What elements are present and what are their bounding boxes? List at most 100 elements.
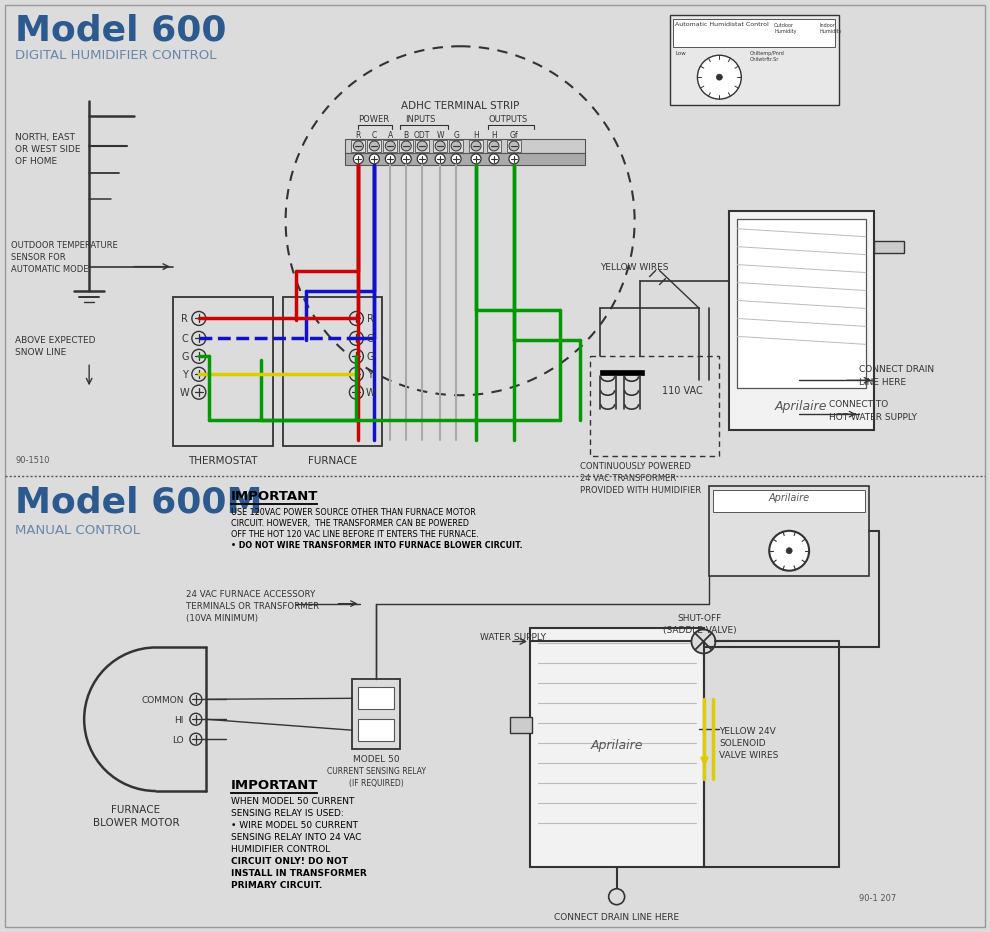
Circle shape <box>717 75 723 80</box>
Bar <box>600 370 644 376</box>
Circle shape <box>509 141 519 151</box>
Text: HI: HI <box>174 716 184 725</box>
Bar <box>399 140 413 152</box>
Text: Model 600: Model 600 <box>16 13 227 48</box>
Text: Aprilaire: Aprilaire <box>590 739 643 752</box>
Text: G: G <box>181 352 189 363</box>
Text: A: A <box>388 131 393 140</box>
Text: B: B <box>404 131 409 140</box>
Bar <box>358 720 394 741</box>
Text: CIRCUIT. HOWEVER,  THE TRANSFORMER CAN BE POWERED: CIRCUIT. HOWEVER, THE TRANSFORMER CAN BE… <box>231 519 468 528</box>
Circle shape <box>349 385 363 399</box>
Circle shape <box>436 141 446 151</box>
Text: C: C <box>367 335 374 345</box>
Bar <box>383 140 397 152</box>
Text: SENSING RELAY INTO 24 VAC: SENSING RELAY INTO 24 VAC <box>231 833 361 842</box>
Text: INPUTS: INPUTS <box>405 115 436 124</box>
Text: SENSOR FOR: SENSOR FOR <box>11 253 66 262</box>
Circle shape <box>385 141 395 151</box>
Text: ODT: ODT <box>414 131 431 140</box>
Circle shape <box>385 154 395 164</box>
Text: SOLENOID: SOLENOID <box>720 739 766 748</box>
Text: (10VA MINIMUM): (10VA MINIMUM) <box>186 613 257 623</box>
Circle shape <box>471 141 481 151</box>
Bar <box>673 20 835 48</box>
Bar <box>730 211 874 430</box>
Circle shape <box>697 55 742 99</box>
Circle shape <box>401 141 411 151</box>
Bar <box>710 486 869 576</box>
Text: YELLOW 24V: YELLOW 24V <box>720 727 776 736</box>
Circle shape <box>353 154 363 164</box>
Text: CONNECT DRAIN: CONNECT DRAIN <box>859 365 935 375</box>
Circle shape <box>369 154 379 164</box>
Circle shape <box>769 531 809 570</box>
Text: WATER SUPPLY: WATER SUPPLY <box>480 634 546 642</box>
Bar <box>590 356 720 456</box>
Circle shape <box>401 154 411 164</box>
Text: SENSING RELAY IS USED:: SENSING RELAY IS USED: <box>231 809 344 818</box>
Text: POWER: POWER <box>358 115 389 124</box>
Text: IMPORTANT: IMPORTANT <box>231 779 318 792</box>
Text: LO: LO <box>172 735 184 745</box>
Text: TERMINALS OR TRANSFORMER: TERMINALS OR TRANSFORMER <box>186 601 319 610</box>
Text: CONNECT TO: CONNECT TO <box>829 400 888 409</box>
Bar <box>367 140 381 152</box>
Circle shape <box>691 629 716 653</box>
Bar <box>415 140 430 152</box>
Text: OFF THE HOT 120 VAC LINE BEFORE IT ENTERS THE FURNACE.: OFF THE HOT 120 VAC LINE BEFORE IT ENTER… <box>231 529 478 539</box>
Text: LINE HERE: LINE HERE <box>859 378 906 388</box>
Bar <box>874 240 904 253</box>
Text: Gf: Gf <box>510 131 518 140</box>
Circle shape <box>349 367 363 381</box>
Text: R: R <box>367 314 374 324</box>
Circle shape <box>609 889 625 905</box>
Text: FURNACE: FURNACE <box>308 456 357 466</box>
Text: BLOWER MOTOR: BLOWER MOTOR <box>93 818 179 828</box>
Text: W: W <box>365 389 375 398</box>
Circle shape <box>436 154 446 164</box>
Text: C: C <box>181 335 188 345</box>
Text: Model 600M: Model 600M <box>16 486 263 520</box>
Circle shape <box>192 367 206 381</box>
Text: Indoor
Humidity: Indoor Humidity <box>819 23 841 34</box>
Text: PROVIDED WITH HUMIDIFIER: PROVIDED WITH HUMIDIFIER <box>580 486 701 495</box>
Bar <box>669 15 840 105</box>
Text: MANUAL CONTROL: MANUAL CONTROL <box>16 524 141 537</box>
Text: H: H <box>473 131 479 140</box>
Text: PRIMARY CIRCUIT.: PRIMARY CIRCUIT. <box>231 881 322 890</box>
Text: CURRENT SENSING RELAY: CURRENT SENSING RELAY <box>327 767 426 776</box>
Text: IMPORTANT: IMPORTANT <box>231 490 318 503</box>
Text: 90-1 207: 90-1 207 <box>859 894 896 903</box>
Text: HUMIDIFIER CONTROL: HUMIDIFIER CONTROL <box>231 845 330 854</box>
Text: (IF REQUIRED): (IF REQUIRED) <box>348 779 404 788</box>
Text: SNOW LINE: SNOW LINE <box>16 349 66 357</box>
Circle shape <box>190 693 202 706</box>
Circle shape <box>417 141 428 151</box>
Text: 90-1510: 90-1510 <box>16 456 50 465</box>
Bar <box>469 140 483 152</box>
Text: AUTOMATIC MODE: AUTOMATIC MODE <box>11 265 89 274</box>
Text: WHEN MODEL 50 CURRENT: WHEN MODEL 50 CURRENT <box>231 797 354 806</box>
Bar <box>487 140 501 152</box>
Text: G: G <box>366 352 374 363</box>
Text: • WIRE MODEL 50 CURRENT: • WIRE MODEL 50 CURRENT <box>231 821 357 829</box>
Circle shape <box>349 350 363 363</box>
Circle shape <box>353 141 363 151</box>
Text: H: H <box>491 131 497 140</box>
Text: Outdoor
Humidity: Outdoor Humidity <box>774 23 797 34</box>
Bar <box>173 296 272 446</box>
Bar <box>510 718 532 733</box>
Text: CIRCUIT ONLY! DO NOT: CIRCUIT ONLY! DO NOT <box>231 857 347 866</box>
Bar <box>507 140 521 152</box>
Bar <box>714 490 865 512</box>
Bar <box>346 153 585 165</box>
Text: VALVE WIRES: VALVE WIRES <box>720 751 779 761</box>
Bar <box>434 140 447 152</box>
Text: Automatic Humidistat Control: Automatic Humidistat Control <box>675 22 769 27</box>
Circle shape <box>786 548 792 554</box>
Bar <box>346 139 585 153</box>
Text: FURNACE: FURNACE <box>112 805 160 815</box>
Text: 24 VAC FURNACE ACCESSORY: 24 VAC FURNACE ACCESSORY <box>186 590 315 598</box>
Text: • DO NOT WIRE TRANSFORMER INTO FURNACE BLOWER CIRCUIT.: • DO NOT WIRE TRANSFORMER INTO FURNACE B… <box>231 541 523 550</box>
